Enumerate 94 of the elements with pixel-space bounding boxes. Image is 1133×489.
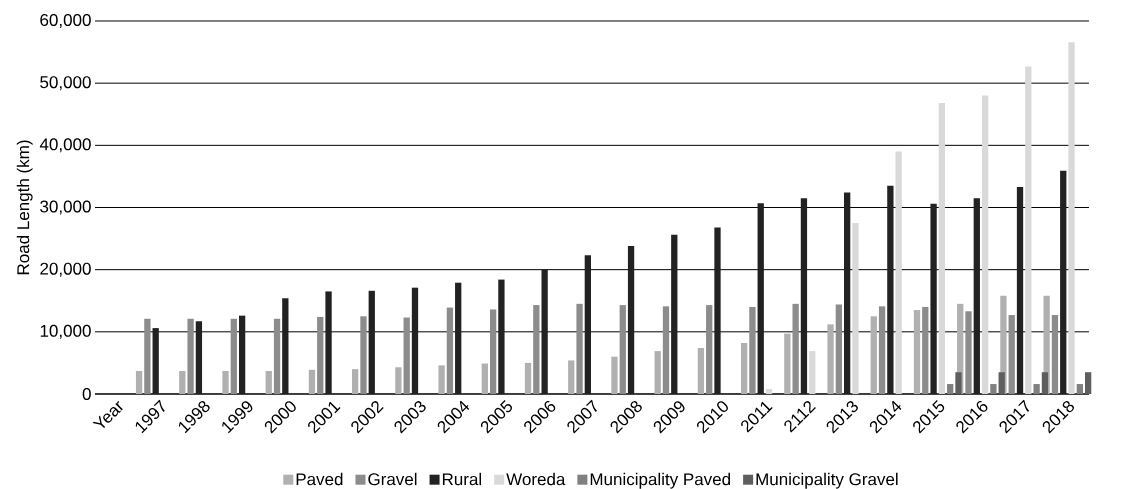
- bar: [481, 363, 488, 394]
- bar: [765, 389, 773, 394]
- bar: [827, 324, 834, 394]
- bar: [835, 304, 842, 394]
- bar: [195, 321, 203, 394]
- legend-label: Municipality Paved: [590, 472, 730, 489]
- bar: [1076, 384, 1083, 394]
- bar: [1025, 66, 1032, 394]
- bar: [282, 298, 289, 394]
- bar: [870, 316, 877, 394]
- bar: [352, 369, 359, 394]
- bar: [697, 347, 705, 394]
- bar: [230, 318, 237, 394]
- bar: [411, 287, 419, 394]
- bar: [887, 185, 894, 394]
- bar: [238, 315, 246, 394]
- bar: [308, 369, 316, 394]
- y-tick-label: 40,000: [39, 138, 91, 153]
- bar: [368, 290, 375, 394]
- legend-label: Paved: [296, 472, 343, 486]
- bar: [1033, 384, 1040, 394]
- bar: [395, 367, 402, 394]
- bar: [852, 223, 859, 394]
- y-tick-label: 50,000: [40, 76, 91, 91]
- bar: [844, 192, 851, 394]
- y-tick-label: 60,000: [40, 13, 91, 29]
- y-tick-label: 10,000: [40, 324, 91, 339]
- x-tick-label: Year: [92, 401, 123, 429]
- bar: [895, 151, 902, 394]
- bar: [878, 306, 886, 394]
- bar: [981, 95, 989, 394]
- bar: [671, 234, 678, 394]
- legend-label: Gravel: [368, 472, 417, 486]
- bar: [706, 305, 713, 394]
- bar: [187, 318, 194, 394]
- bar: [524, 362, 532, 394]
- bar: [438, 365, 445, 394]
- bar: [317, 316, 324, 394]
- y-tick-label: 30,000: [40, 200, 91, 215]
- bar: [1016, 186, 1024, 394]
- bar: [990, 384, 997, 394]
- bar: [611, 356, 618, 394]
- bar: [273, 318, 281, 394]
- bar: [947, 384, 954, 394]
- bar: [757, 203, 764, 394]
- bar: [265, 370, 272, 394]
- legend-label: Woreda: [506, 472, 566, 486]
- bar: [654, 351, 661, 394]
- bar: [1060, 170, 1067, 394]
- bar: [792, 303, 799, 394]
- bar: [1068, 42, 1075, 394]
- bar: [955, 372, 962, 394]
- bar: [740, 343, 748, 394]
- bar: [533, 305, 540, 394]
- bar: [714, 227, 721, 394]
- bar: [1051, 315, 1059, 394]
- bar: [455, 282, 462, 394]
- bar: [938, 103, 946, 394]
- bar: [360, 316, 367, 394]
- bar: [627, 246, 635, 394]
- bar: [973, 198, 980, 394]
- bar: [152, 328, 159, 394]
- bar: [541, 269, 548, 394]
- bar: [913, 310, 921, 394]
- bar: [998, 372, 1005, 394]
- bar: [1008, 315, 1015, 394]
- bar: [930, 203, 937, 394]
- bar: [222, 370, 229, 394]
- bar: [1041, 372, 1049, 394]
- legend-label: Rural: [442, 472, 482, 486]
- bar: [800, 198, 808, 394]
- bar: [922, 306, 929, 394]
- bar: [965, 311, 972, 394]
- bar: [144, 318, 151, 394]
- bar: [179, 370, 186, 394]
- bar: [403, 317, 410, 394]
- bar: [446, 307, 454, 394]
- bar: [584, 255, 591, 394]
- bar: [568, 360, 575, 394]
- bar: [1084, 372, 1092, 394]
- bar: [489, 309, 497, 394]
- y-tick-label: 0: [82, 387, 91, 401]
- y-axis-title: Road Length (km): [16, 140, 33, 275]
- bar: [749, 306, 756, 394]
- bar: [662, 306, 670, 394]
- bar: [809, 351, 816, 394]
- legend-label: Municipality Gravel: [756, 472, 898, 489]
- y-tick-label: 20,000: [40, 262, 91, 277]
- bar: [576, 303, 583, 394]
- bar: [325, 291, 332, 394]
- bar: [135, 370, 143, 394]
- bar: [784, 333, 791, 394]
- bar: [498, 279, 505, 394]
- bar: [619, 305, 626, 394]
